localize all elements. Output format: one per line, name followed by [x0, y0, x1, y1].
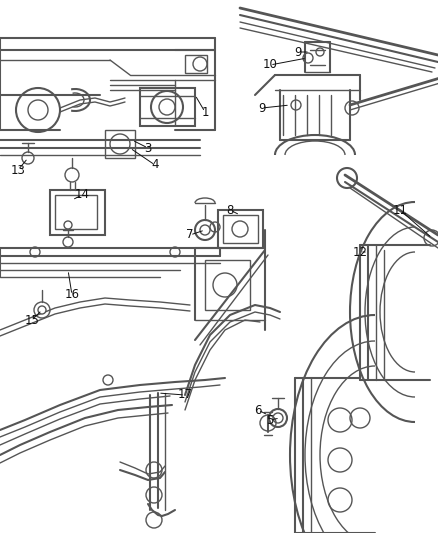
Text: 8: 8	[226, 204, 234, 216]
Text: 10: 10	[262, 59, 277, 71]
Text: 9: 9	[294, 45, 302, 59]
Text: 12: 12	[353, 246, 367, 259]
Circle shape	[38, 306, 46, 314]
Text: 14: 14	[74, 189, 89, 201]
Text: 15: 15	[25, 313, 39, 327]
Bar	[55, 195, 97, 229]
Text: 4: 4	[151, 158, 159, 172]
Text: 7: 7	[186, 229, 194, 241]
Bar	[223, 215, 258, 243]
Bar	[140, 88, 195, 126]
Text: 11: 11	[392, 204, 407, 216]
Bar	[105, 130, 135, 158]
Text: 16: 16	[64, 288, 80, 302]
Bar	[205, 260, 250, 310]
Text: 6: 6	[254, 403, 262, 416]
Text: 1: 1	[201, 106, 209, 118]
Text: 13: 13	[11, 164, 25, 176]
Text: 9: 9	[258, 101, 266, 115]
Text: 3: 3	[144, 141, 152, 155]
Bar	[50, 190, 105, 235]
Bar	[185, 55, 207, 73]
Bar	[218, 210, 263, 248]
Text: 5: 5	[266, 414, 274, 426]
Text: 17: 17	[177, 389, 192, 401]
